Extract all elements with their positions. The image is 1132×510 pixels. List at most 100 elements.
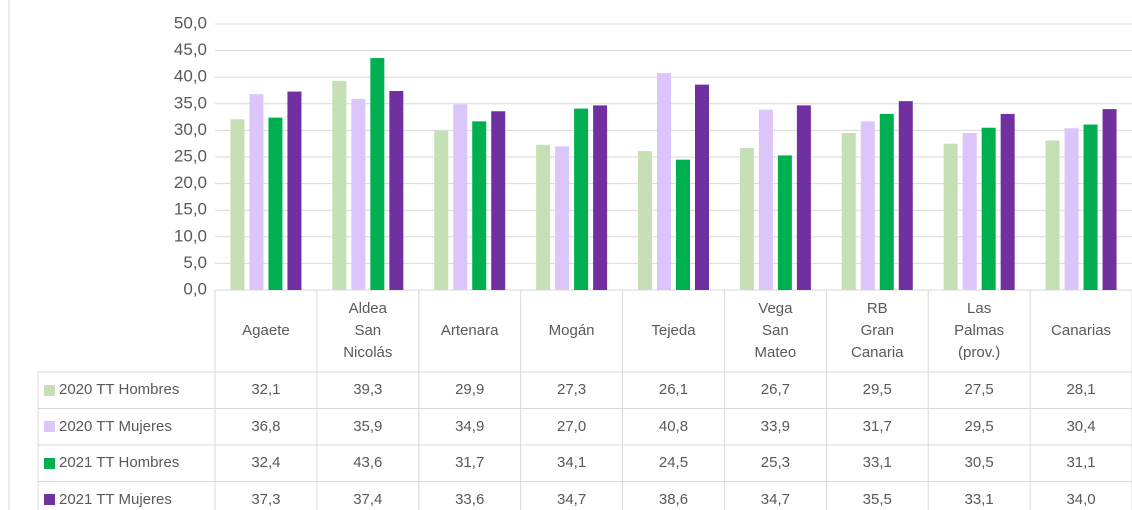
bar <box>351 99 366 291</box>
legend-label: 2021 TT Hombres <box>59 454 180 472</box>
bar <box>962 133 977 290</box>
bar <box>1083 124 1098 290</box>
y-tick-label: 30,0 <box>174 120 207 139</box>
bar <box>1000 113 1015 291</box>
category-cell: Tejeda <box>623 290 725 372</box>
y-tick-label: 35,0 <box>174 93 207 112</box>
bar <box>943 143 958 290</box>
bar <box>370 58 385 290</box>
value-label: 29,5 <box>964 417 994 435</box>
bar <box>574 108 589 290</box>
bar <box>796 105 811 290</box>
value-label: 31,7 <box>455 454 485 472</box>
y-tick-label: 5,0 <box>183 253 207 272</box>
value-label: 29,9 <box>455 381 485 399</box>
bar <box>287 91 302 291</box>
x-tick-label: RB Gran Canaria <box>851 300 904 361</box>
value-label: 27,5 <box>964 381 994 399</box>
x-tick-label: Artenara <box>440 322 499 339</box>
bar <box>1064 128 1079 290</box>
bar <box>981 127 996 291</box>
x-tick-label: Agaete <box>242 322 290 339</box>
bar <box>555 146 570 290</box>
bar <box>249 94 264 290</box>
value-label: 24,5 <box>658 454 689 472</box>
category-cell: Artenara <box>419 290 521 372</box>
legend-cell: 2020 TT Hombres <box>38 372 215 409</box>
value-label: 34,1 <box>556 454 587 472</box>
value-label: 32,4 <box>251 454 281 472</box>
value-label: 37,4 <box>353 490 383 508</box>
y-tick-label: 15,0 <box>174 200 207 219</box>
value-label: 27,0 <box>556 417 587 435</box>
value-label: 34,7 <box>760 490 790 508</box>
category-cell: Mogán <box>521 290 623 372</box>
bar <box>758 109 773 290</box>
bar <box>638 151 652 290</box>
value-label: 34,7 <box>556 490 587 508</box>
bar <box>1102 109 1117 291</box>
category-cell: Canarias <box>1030 290 1132 372</box>
y-tick-label: 50,0 <box>174 13 207 32</box>
y-tick-label: 25,0 <box>174 146 207 165</box>
value-label: 36,8 <box>251 417 281 435</box>
y-tick-label: 0,0 <box>183 279 207 298</box>
value-label: 35,5 <box>862 490 892 508</box>
value-label: 33,1 <box>862 454 892 472</box>
value-label: 34,0 <box>1066 490 1096 508</box>
category-cell: RB Gran Canaria <box>826 290 928 372</box>
value-label: 37,3 <box>251 490 281 508</box>
value-label: 30,5 <box>964 454 994 472</box>
value-label: 26,1 <box>658 381 689 399</box>
category-cell: Aldea San Nicolás <box>317 290 419 372</box>
bar <box>841 133 856 290</box>
legend-key <box>44 457 55 469</box>
value-label: 31,1 <box>1066 454 1096 472</box>
category-cell: Vega San Mateo <box>724 290 826 372</box>
bar <box>1045 140 1060 290</box>
value-label: 32,1 <box>251 381 281 399</box>
x-tick-label: Las Palmas (prov.) <box>954 300 1005 361</box>
bar <box>230 119 245 290</box>
legend-label: 2020 TT Hombres <box>59 381 180 399</box>
x-tick-label: Aldea San Nicolás <box>343 300 393 361</box>
value-label: 31,7 <box>862 417 892 435</box>
bar <box>491 111 506 290</box>
bar <box>676 159 690 290</box>
bar <box>898 101 913 290</box>
value-label: 39,3 <box>353 381 383 399</box>
y-tick-label: 45,0 <box>174 40 207 59</box>
value-label: 43,6 <box>353 454 383 472</box>
bar <box>777 155 792 290</box>
value-label: 30,4 <box>1066 417 1096 435</box>
value-label: 26,7 <box>760 381 790 399</box>
y-tick-label: 40,0 <box>174 67 207 86</box>
legend-label: 2021 TT Mujeres <box>59 490 172 508</box>
category-cell: Las Palmas (prov.) <box>928 290 1030 372</box>
value-label: 40,8 <box>658 417 689 435</box>
category-cell: Agaete <box>215 290 317 372</box>
legend-label: 2020 TT Mujeres <box>59 417 172 435</box>
bar <box>536 144 551 290</box>
value-label: 33,9 <box>760 417 790 435</box>
value-label: 27,3 <box>556 381 587 399</box>
bar <box>739 147 754 290</box>
bar <box>453 104 468 290</box>
bar <box>657 72 671 290</box>
x-tick-label: Canarias <box>1051 322 1112 339</box>
y-tick-label: 20,0 <box>174 173 207 192</box>
value-label: 35,9 <box>353 417 383 435</box>
value-label: 33,1 <box>964 490 994 508</box>
y-tick-label: 10,0 <box>174 226 207 245</box>
value-label: 25,3 <box>760 454 790 472</box>
bar <box>332 80 347 290</box>
legend-key <box>44 421 55 433</box>
bar <box>879 113 894 291</box>
bar <box>695 84 709 290</box>
legend-cell: 2021 TT Hombres <box>38 445 215 482</box>
bar <box>860 121 875 290</box>
bar <box>268 117 283 290</box>
x-tick-label: Mogán <box>548 322 595 339</box>
